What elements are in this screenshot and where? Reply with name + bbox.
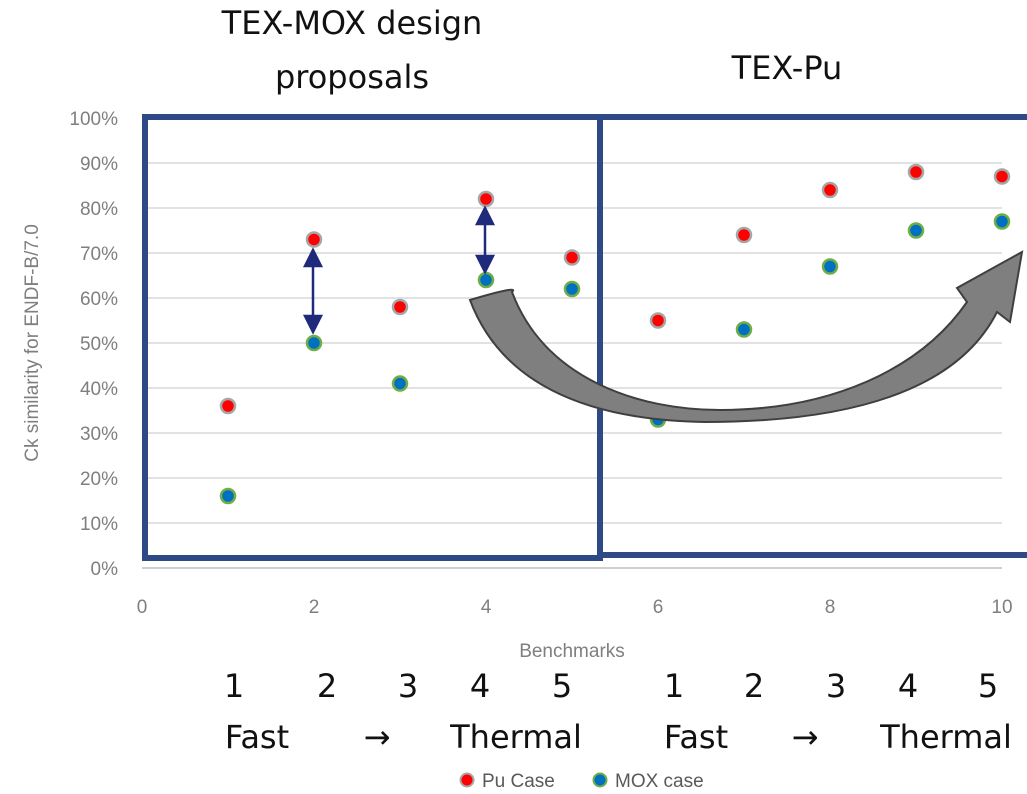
benchmark-numbers: 1 2 3 4 5 1 2 3 4 5 [224,667,998,705]
pu-case-point [649,312,667,329]
pu-case-point [391,298,409,316]
benchmark-number: 1 [224,667,244,705]
y-tick-label: 50% [80,334,118,355]
group-left-title-line2: proposals [275,58,429,96]
pu-case-point [735,226,753,244]
x-tick-label: 4 [481,597,492,618]
y-tick-label: 80% [80,199,118,220]
gridlines [142,117,1002,569]
benchmark-number: 3 [826,667,846,705]
y-tick-label: 60% [80,289,118,310]
benchmark-number: 2 [317,667,337,705]
mox-case-point [993,213,1011,230]
benchmark-number: 4 [898,667,918,705]
spectrum-label: → [364,718,391,756]
data-points [219,163,1011,505]
x-axis-label: Benchmarks [519,641,625,662]
mox-case-point [305,334,323,352]
pu-case-point [993,168,1011,185]
pu-case-point [821,181,839,199]
spectrum-label: Fast [225,718,289,756]
legend-label-pu: Pu Case [482,771,555,792]
benchmark-number: 1 [664,667,684,705]
mox-case-point [563,280,581,298]
mox-case-point [477,271,495,289]
spectrum-label: Fast [664,718,728,756]
y-tick-label: 10% [80,514,118,535]
y-tick-label: 30% [80,424,118,445]
group-right-title: TEX-Pu [731,49,843,87]
tex-pu-box [597,114,1027,558]
x-tick-label: 10 [991,597,1012,618]
pu-case-point [219,397,237,415]
y-tick-label: 90% [80,154,118,175]
mox-case-point [821,258,839,275]
x-tick-label: 2 [309,597,320,618]
pu-case-point [477,190,495,208]
pu-case-point [563,249,581,266]
y-tick-label: 70% [80,244,118,265]
mox-case-point [907,222,925,239]
y-axis-ticks: 0% 10% 20% 30% 40% 50% 60% 70% 80% 90% 100% [69,109,118,580]
x-tick-label: 6 [653,597,664,618]
x-axis-ticks: 0 2 4 6 8 10 [137,597,1013,618]
pu-case-point [305,231,323,248]
spectrum-label: → [792,718,819,756]
double-arrow-4 [474,205,496,275]
legend-marker-mox [592,772,608,788]
benchmark-number: 2 [744,667,764,705]
spectrum-label: Thermal [879,718,1012,756]
y-tick-label: 40% [80,379,118,400]
y-tick-label: 0% [91,559,119,580]
y-axis-label: Ck similarity for ENDF-B/7.0 [22,224,43,462]
double-arrow-2 [302,247,324,335]
pu-case-point [907,163,925,181]
benchmark-number: 5 [978,667,998,705]
benchmark-number: 4 [470,667,490,705]
benchmark-number: 5 [552,667,572,705]
curved-arrow [468,250,1024,424]
y-tick-label: 100% [69,109,118,130]
mox-case-point [735,321,753,338]
legend-label-mox: MOX case [615,771,704,792]
mox-case-point [219,487,237,505]
spectrum-labels: Fast → Thermal Fast → Thermal [225,718,1012,756]
group-left-title-line1: TEX-MOX design [221,4,483,42]
benchmark-number: 3 [398,667,418,705]
spectrum-label: Thermal [449,718,582,756]
legend: Pu Case MOX case [459,771,704,792]
x-tick-label: 8 [825,597,836,618]
legend-marker-pu [459,772,475,788]
y-tick-label: 20% [80,469,118,490]
x-tick-label: 0 [137,597,148,618]
mox-case-point [391,375,409,392]
